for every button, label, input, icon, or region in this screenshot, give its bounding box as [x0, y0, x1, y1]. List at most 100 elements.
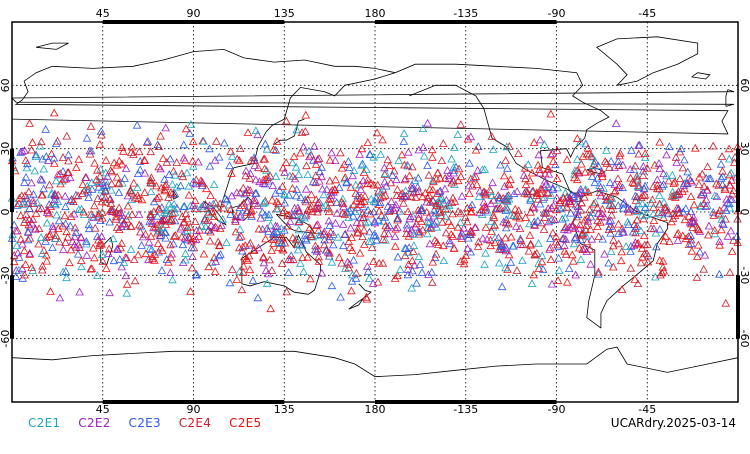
observation-marker	[602, 158, 612, 167]
observation-marker	[391, 242, 400, 250]
observation-marker	[613, 201, 623, 210]
observation-marker	[198, 181, 207, 190]
observation-marker	[137, 241, 146, 249]
observation-marker	[190, 217, 200, 226]
observation-marker	[18, 200, 27, 208]
observation-marker	[187, 243, 196, 252]
observation-marker	[538, 195, 548, 203]
observation-marker	[135, 220, 144, 229]
observation-marker	[717, 152, 727, 160]
observation-marker	[271, 172, 281, 180]
observation-marker	[340, 160, 349, 168]
observation-marker	[231, 227, 241, 236]
observation-marker	[577, 230, 586, 239]
observation-marker	[13, 248, 23, 257]
observation-marker	[146, 187, 156, 196]
observation-marker	[171, 231, 180, 239]
observation-marker	[136, 227, 145, 236]
observation-marker	[206, 227, 215, 236]
observation-marker	[315, 176, 324, 185]
left-lat-label--30: -30	[0, 266, 12, 284]
observation-marker	[399, 129, 409, 137]
observation-marker	[94, 211, 103, 220]
observation-marker	[412, 278, 421, 287]
observation-marker	[702, 185, 712, 194]
observation-marker	[98, 178, 107, 187]
observation-marker	[554, 253, 563, 262]
top-lon-label--90: -90	[548, 7, 566, 20]
observation-marker	[407, 283, 416, 292]
observation-marker	[69, 197, 78, 206]
observation-marker	[78, 189, 87, 197]
observation-marker	[535, 199, 545, 208]
observation-marker	[327, 190, 336, 199]
observation-marker	[385, 161, 394, 170]
observation-marker	[357, 144, 367, 153]
observation-marker	[576, 255, 586, 264]
observation-marker	[514, 149, 523, 158]
observation-marker	[467, 200, 477, 209]
observation-marker	[85, 146, 95, 155]
observation-marker	[118, 178, 127, 187]
observation-marker	[245, 186, 255, 194]
observation-marker	[49, 199, 59, 208]
observation-marker	[77, 262, 86, 271]
observation-marker	[362, 292, 371, 301]
observation-marker	[726, 226, 736, 235]
top-lon-label--45: -45	[638, 7, 656, 20]
observation-marker	[220, 138, 229, 147]
observation-marker	[394, 156, 403, 165]
observation-marker	[245, 265, 255, 274]
observation-marker	[237, 201, 247, 209]
observation-marker	[338, 220, 348, 228]
observation-marker	[70, 232, 80, 241]
coast-caribbean	[586, 167, 606, 175]
observation-marker	[366, 237, 376, 246]
observation-marker	[526, 240, 535, 249]
observation-marker	[98, 213, 107, 222]
observation-marker	[686, 239, 696, 248]
observation-marker	[146, 231, 156, 240]
observation-marker	[456, 231, 465, 240]
observation-marker	[504, 250, 514, 259]
observation-marker	[562, 277, 572, 286]
observation-marker	[21, 172, 31, 181]
observation-marker	[558, 214, 567, 223]
observation-marker	[152, 193, 162, 202]
observation-marker	[261, 266, 271, 274]
observation-marker	[261, 175, 270, 183]
observation-marker	[211, 257, 220, 265]
observation-marker	[607, 205, 616, 214]
top-lon-label-135: 135	[274, 7, 295, 20]
observation-marker	[311, 241, 320, 250]
observation-marker	[594, 232, 603, 240]
observation-marker	[58, 166, 68, 175]
observation-marker	[201, 222, 211, 231]
observation-marker	[614, 229, 623, 237]
observation-marker	[376, 187, 386, 196]
observation-marker	[238, 267, 248, 276]
observation-marker	[34, 239, 43, 248]
observation-marker	[291, 162, 301, 171]
observation-marker	[614, 239, 623, 248]
observation-marker	[533, 194, 543, 203]
observation-marker	[400, 251, 410, 260]
coast-svalbard	[36, 42, 69, 50]
observation-marker	[169, 199, 179, 208]
observation-marker	[575, 220, 585, 229]
observation-marker	[448, 232, 458, 240]
observation-marker	[101, 155, 111, 164]
observation-marker	[526, 194, 535, 203]
observation-marker	[324, 203, 333, 212]
observation-marker	[265, 255, 275, 264]
observation-marker	[686, 192, 696, 200]
observation-marker	[546, 191, 556, 199]
observation-marker	[322, 185, 332, 193]
observation-marker	[460, 255, 469, 264]
observation-marker	[317, 268, 327, 277]
observation-marker	[642, 249, 652, 258]
observation-marker	[562, 155, 572, 164]
observation-marker	[55, 169, 65, 178]
observation-marker	[710, 226, 719, 234]
observation-marker	[313, 207, 322, 216]
